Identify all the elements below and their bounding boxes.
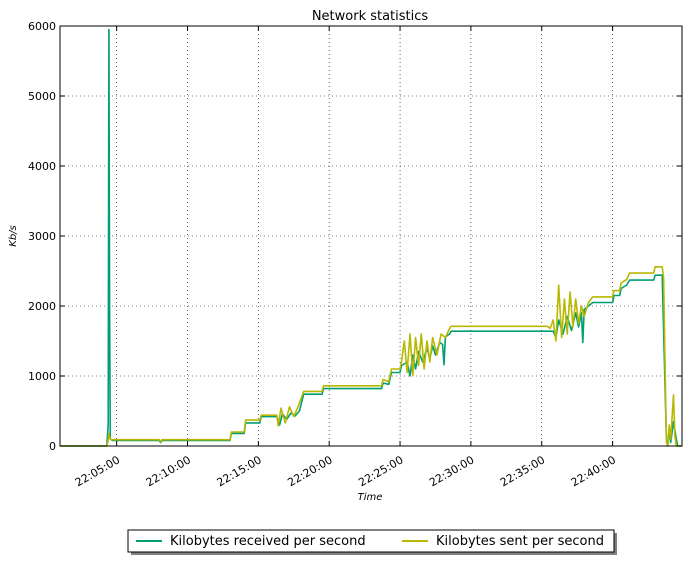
x-tick-label: 22:10:00 (144, 453, 193, 489)
legend: Kilobytes received per second Kilobytes … (127, 529, 617, 555)
x-tick-label: 22:30:00 (427, 453, 476, 489)
y-axis-label: Kb/s (8, 225, 19, 246)
series-line-received (60, 28, 682, 447)
y-tick-label: 1000 (28, 370, 56, 383)
series-line-sent (60, 266, 682, 447)
y-tick-label: 3000 (28, 230, 56, 243)
chart-title: Network statistics (312, 9, 429, 24)
axis-ticks: 22:05:00 22:10:00 22:15:00 22:20:00 22:25:00… (28, 20, 682, 489)
series-layer (60, 28, 682, 447)
x-tick-label: 22:20:00 (285, 453, 334, 489)
grid-lines (60, 26, 682, 446)
y-tick-label: 0 (49, 440, 56, 453)
y-tick-label: 4000 (28, 160, 56, 173)
y-tick-label: 2000 (28, 300, 56, 313)
x-axis-label: Time (358, 492, 383, 503)
x-tick-label: 22:15:00 (215, 453, 264, 489)
x-tick-label: 22:35:00 (498, 453, 547, 489)
y-tick-label: 5000 (28, 90, 56, 103)
legend-box (127, 529, 615, 553)
x-tick-label: 22:40:00 (569, 453, 618, 489)
x-tick-label: 22:05:00 (73, 453, 122, 489)
x-tick-label: 22:25:00 (356, 453, 405, 489)
legend-label-received: Kilobytes received per second (170, 534, 366, 549)
y-tick-label: 6000 (28, 20, 56, 33)
legend-label-sent: Kilobytes sent per second (436, 534, 604, 549)
